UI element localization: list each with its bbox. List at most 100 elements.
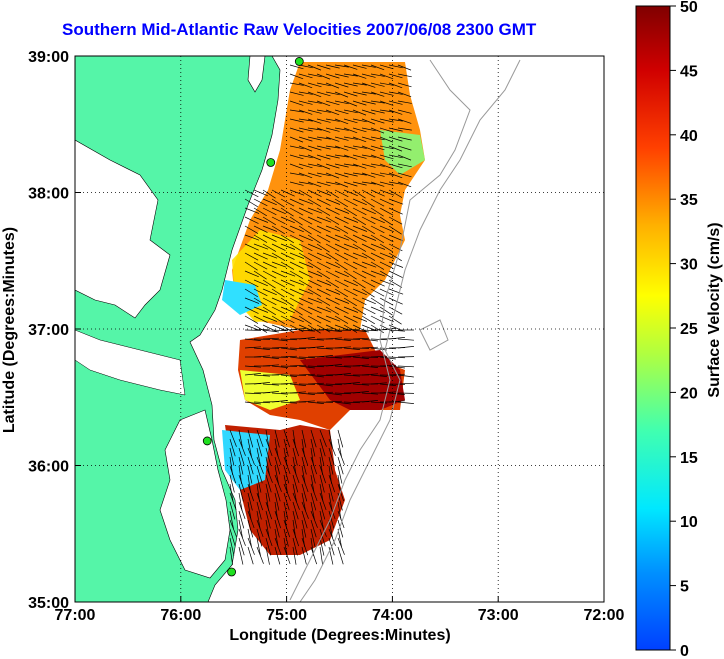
velocity-arrow (337, 537, 345, 555)
velocity-arrow (379, 207, 394, 216)
velocity-arrow (298, 172, 313, 179)
velocity-arrow (343, 181, 358, 187)
velocity-arrow (289, 189, 305, 196)
velocity-arrow (280, 189, 295, 197)
velocity-arrow (298, 356, 315, 359)
velocity-arrow (319, 429, 327, 447)
velocity-arrow (388, 127, 403, 132)
velocity-arrow (253, 374, 270, 377)
velocity-arrow (307, 73, 322, 78)
velocity-arrow (379, 216, 393, 226)
velocity-arrow (334, 288, 348, 298)
x-tick-label: 76:00 (160, 607, 201, 624)
velocity-arrow (361, 329, 378, 332)
velocity-arrow (274, 528, 279, 547)
velocity-arrow (274, 483, 281, 502)
velocity-arrow (343, 306, 359, 313)
velocity-arrow (292, 438, 300, 457)
velocity-arrow (352, 279, 366, 289)
velocity-arrow (316, 109, 331, 113)
velocity-arrow (265, 483, 271, 502)
velocity-arrow (229, 438, 236, 457)
x-axis-ticks: 77:00 76:00 75:00 74:00 73:00 72:00 (55, 596, 625, 624)
velocity-arrow (325, 207, 340, 215)
velocity-arrow (253, 297, 267, 307)
velocity-arrow (256, 501, 262, 520)
velocity-arrow (265, 528, 273, 547)
velocity-arrow (316, 216, 332, 223)
velocity-arrow (343, 234, 358, 243)
velocity-arrow (361, 315, 375, 325)
velocity-arrow (292, 456, 297, 475)
velocity-arrow (334, 324, 350, 331)
velocity-arrow (280, 198, 295, 207)
velocity-arrow (352, 261, 367, 269)
velocity-arrow (289, 154, 304, 160)
velocity-arrow (301, 501, 309, 519)
velocity-arrow (325, 337, 342, 340)
velocity-arrow (316, 207, 331, 216)
velocity-arrow (289, 225, 304, 233)
velocity-arrow (352, 297, 367, 306)
velocity-arrow (274, 465, 279, 484)
velocity-arrow (256, 519, 264, 538)
velocity-arrow (280, 216, 295, 224)
velocity-arrow (397, 382, 414, 385)
velocity-arrow (334, 189, 349, 198)
velocity-arrow (379, 198, 394, 206)
velocity-arrow (229, 510, 234, 529)
velocity-arrow (301, 429, 307, 448)
velocity-arrow (361, 288, 375, 298)
velocity-arrow (352, 109, 367, 116)
velocity-arrow (247, 456, 254, 475)
velocity-arrow (334, 154, 349, 158)
velocity-arrow (337, 447, 345, 465)
velocity-arrow (361, 234, 377, 241)
velocity-arrow (325, 91, 340, 96)
velocity-arrow (343, 91, 358, 97)
velocity-arrow (298, 243, 313, 252)
velocity-arrow (343, 207, 357, 217)
velocity-arrow (244, 252, 259, 261)
velocity-arrow (334, 252, 349, 261)
velocity-arrow (292, 492, 300, 510)
velocity-arrow (328, 438, 336, 456)
velocity-arrow (334, 261, 348, 271)
velocity-arrow (352, 181, 367, 186)
velocity-arrow (361, 154, 376, 158)
colorbar-tick-label: 45 (680, 63, 698, 80)
velocity-arrow (334, 127, 349, 131)
velocity-field (222, 62, 425, 555)
velocity-arrow (316, 270, 330, 280)
velocity-arrow (352, 73, 367, 79)
velocity-arrow (334, 365, 351, 368)
colorbar-tick-label: 20 (680, 385, 698, 402)
velocity-arrow (352, 315, 368, 322)
velocity-arrow (319, 537, 325, 556)
velocity-arrow (289, 288, 304, 296)
velocity-arrow (388, 109, 403, 115)
velocity-arrow (298, 225, 312, 235)
velocity-arrow (379, 391, 396, 394)
velocity-arrow (283, 465, 290, 484)
velocity-arrow (370, 234, 384, 244)
velocity-arrow (343, 374, 360, 377)
velocity-arrow (262, 234, 277, 242)
velocity-arrow (298, 127, 313, 132)
velocity-arrow (379, 261, 394, 269)
velocity-arrow (352, 216, 366, 226)
velocity-arrow (262, 329, 279, 333)
velocity-arrow (289, 91, 304, 96)
velocity-arrow (283, 501, 289, 520)
velocity-arrow (256, 429, 264, 448)
velocity-arrow (379, 118, 394, 123)
velocity-arrow (298, 315, 312, 325)
velocity-arrow (352, 225, 368, 232)
velocity-arrow (289, 356, 306, 360)
velocity-arrow (271, 400, 288, 403)
velocity-arrow (307, 100, 322, 104)
velocity-arrow (316, 261, 331, 270)
y-tick-label: 36:00 (28, 459, 69, 476)
